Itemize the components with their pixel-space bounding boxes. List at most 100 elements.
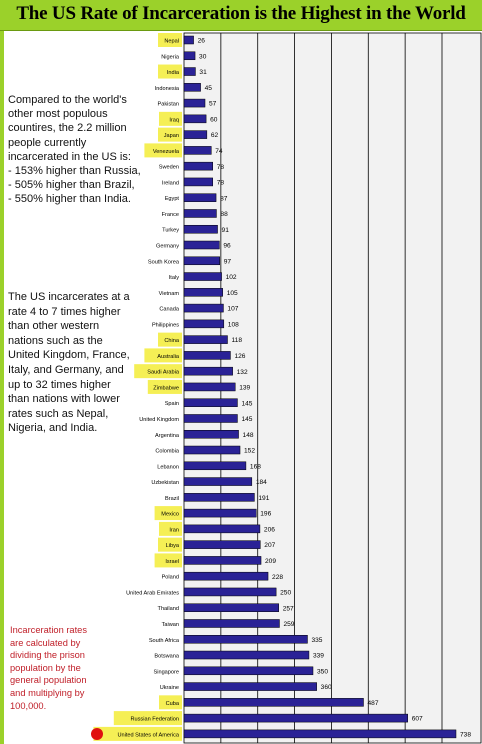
category-label: Botswana bbox=[154, 654, 179, 660]
value-label: 31 bbox=[199, 69, 207, 76]
value-label: 78 bbox=[217, 180, 225, 187]
bar bbox=[183, 493, 255, 502]
category-label: Canada bbox=[159, 307, 179, 313]
value-label: 60 bbox=[210, 116, 218, 123]
note-line: than other western bbox=[8, 320, 100, 333]
category-label: Italy bbox=[169, 275, 179, 281]
note-line: rates such as Nepal, bbox=[8, 407, 109, 420]
label-highlight bbox=[158, 33, 182, 47]
value-label: 139 bbox=[239, 385, 250, 392]
bar bbox=[183, 256, 221, 266]
category-label: Mexico bbox=[161, 512, 179, 518]
category-label: United Kingdom bbox=[139, 417, 179, 423]
category-label: Zimbabwe bbox=[153, 385, 179, 391]
note-line: Italy, and Germany, and bbox=[8, 363, 124, 376]
bar bbox=[183, 335, 228, 344]
category-label: Japan bbox=[164, 133, 179, 139]
bar bbox=[183, 571, 269, 581]
value-label: 145 bbox=[241, 400, 252, 407]
category-label: China bbox=[164, 338, 180, 344]
note-line: up to 32 times higher bbox=[8, 378, 111, 391]
value-label: 206 bbox=[264, 526, 275, 533]
category-label: Pakistan bbox=[158, 102, 179, 108]
bar bbox=[183, 477, 253, 486]
bar bbox=[183, 83, 201, 92]
value-label: 607 bbox=[412, 716, 423, 723]
bar bbox=[183, 524, 261, 534]
value-label: 118 bbox=[231, 337, 242, 344]
bar bbox=[183, 51, 196, 61]
category-label: Poland bbox=[162, 575, 179, 581]
note-line: people currently bbox=[8, 136, 87, 149]
category-label: Colombia bbox=[155, 449, 180, 455]
value-label: 78 bbox=[217, 164, 225, 171]
bar bbox=[183, 35, 194, 45]
category-label: Iraq bbox=[169, 117, 179, 123]
category-label: South Korea bbox=[148, 259, 180, 265]
population-comparison-note: Compared to the world's other most popul… bbox=[8, 93, 144, 207]
value-label: 259 bbox=[283, 621, 294, 628]
value-label: 487 bbox=[367, 700, 378, 707]
category-label: India bbox=[167, 70, 180, 76]
note-line: - 550% higher than India. bbox=[8, 193, 131, 206]
note-line: Compared to the world's bbox=[8, 94, 127, 106]
label-highlight bbox=[158, 64, 182, 79]
note-line: The US incarcerates at a bbox=[8, 291, 130, 303]
bar bbox=[183, 114, 207, 124]
label-highlight bbox=[113, 711, 182, 726]
category-label: Ireland bbox=[162, 180, 179, 186]
category-label: Singapore bbox=[153, 669, 179, 675]
category-label: Egypt bbox=[165, 196, 180, 202]
category-label: Russian Federation bbox=[130, 717, 179, 723]
category-label: Saudi Arabia bbox=[147, 370, 180, 376]
value-label: 126 bbox=[234, 353, 245, 360]
bar bbox=[183, 635, 308, 644]
left-accent-strip bbox=[0, 31, 4, 744]
category-label: United Arab Emirates bbox=[126, 590, 179, 596]
note-line: population by the bbox=[10, 662, 81, 673]
value-label: 97 bbox=[224, 258, 232, 265]
value-label: 96 bbox=[223, 243, 231, 250]
label-highlight bbox=[159, 695, 182, 710]
note-line: and multiplying by bbox=[10, 687, 85, 698]
value-label: 30 bbox=[199, 53, 207, 60]
category-label: Thailand bbox=[158, 606, 179, 612]
note-line: other most populous bbox=[8, 108, 108, 121]
value-label: 45 bbox=[205, 85, 213, 92]
value-label: 191 bbox=[258, 495, 269, 502]
category-label: Sweden bbox=[159, 165, 179, 171]
label-highlight bbox=[158, 537, 182, 552]
note-line: than nations with lower bbox=[8, 393, 120, 406]
bar bbox=[183, 619, 280, 628]
bar bbox=[183, 146, 212, 155]
category-label: Vietnam bbox=[159, 291, 180, 297]
label-highlight bbox=[159, 521, 182, 536]
value-label: 184 bbox=[256, 479, 267, 486]
label-highlight bbox=[144, 143, 182, 158]
value-label: 360 bbox=[321, 684, 332, 691]
bar bbox=[183, 161, 213, 171]
bar bbox=[183, 556, 262, 565]
bar bbox=[183, 351, 231, 360]
bar bbox=[183, 98, 206, 108]
value-label: 738 bbox=[460, 731, 471, 738]
bar bbox=[183, 130, 208, 139]
category-label: Australia bbox=[157, 354, 180, 360]
value-label: 339 bbox=[313, 653, 324, 660]
bar bbox=[183, 288, 223, 297]
bar bbox=[183, 603, 279, 612]
value-label: 257 bbox=[283, 605, 294, 612]
bar bbox=[183, 366, 233, 376]
bar bbox=[183, 224, 218, 234]
label-highlight bbox=[147, 379, 182, 394]
value-label: 62 bbox=[211, 132, 219, 139]
label-highlight bbox=[154, 506, 182, 521]
bar bbox=[183, 240, 220, 250]
bar bbox=[183, 193, 217, 202]
value-label: 145 bbox=[241, 416, 252, 423]
note-line: are calculated by bbox=[10, 637, 81, 648]
bar bbox=[183, 729, 457, 739]
value-label: 102 bbox=[226, 274, 237, 281]
note-line: 100,000. bbox=[10, 700, 47, 711]
